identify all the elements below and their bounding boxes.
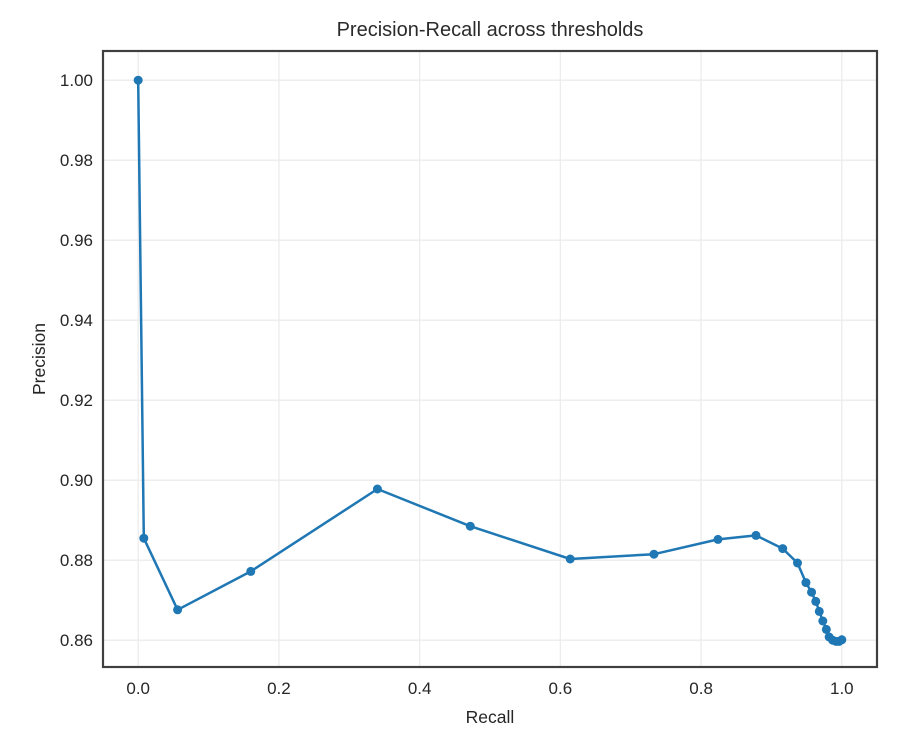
x-tick-label: 0.0 [126, 679, 150, 698]
data-point-marker [173, 605, 183, 615]
chart-title: Precision-Recall across thresholds [337, 19, 644, 41]
data-point-marker [814, 606, 824, 616]
y-tick-label: 0.92 [60, 391, 93, 410]
data-point-marker [811, 596, 821, 606]
x-tick-labels: 0.0 0.2 0.4 0.6 0.8 1.0 [126, 679, 853, 698]
y-tick-label: 0.86 [60, 631, 93, 650]
data-point-marker [465, 521, 475, 531]
data-point-marker [246, 566, 256, 576]
pr-curve-series [133, 75, 847, 646]
data-point-marker [792, 558, 802, 568]
data-point-marker [649, 549, 659, 559]
x-tick-label: 0.4 [408, 679, 432, 698]
data-point-marker [565, 554, 575, 564]
data-point-marker [713, 534, 723, 544]
y-axis-label: Precision [29, 323, 49, 395]
x-tick-label: 1.0 [830, 679, 854, 698]
plot-border [101, 49, 879, 669]
data-point-marker [139, 533, 149, 543]
y-tick-label: 1.00 [60, 71, 93, 90]
y-tick-label: 0.88 [60, 551, 93, 570]
x-tick-label: 0.8 [689, 679, 713, 698]
x-tick-label: 0.6 [549, 679, 573, 698]
x-tick-label: 0.2 [267, 679, 291, 698]
y-tick-labels: 0.86 0.88 0.90 0.92 0.94 0.96 0.98 1.00 [60, 71, 93, 650]
data-point-marker [372, 484, 382, 494]
data-point-marker [837, 635, 847, 645]
data-point-marker [818, 616, 828, 626]
data-point-marker [133, 75, 143, 85]
data-point-marker [807, 587, 817, 597]
data-point-marker [778, 544, 788, 554]
y-tick-label: 0.98 [60, 151, 93, 170]
x-axis-label: Recall [466, 707, 515, 727]
gridlines [103, 51, 877, 667]
data-point-marker [801, 578, 811, 588]
y-tick-label: 0.94 [60, 311, 93, 330]
data-point-marker [821, 624, 831, 634]
y-tick-label: 0.90 [60, 471, 93, 490]
y-tick-label: 0.96 [60, 231, 93, 250]
data-point-marker [751, 530, 761, 540]
